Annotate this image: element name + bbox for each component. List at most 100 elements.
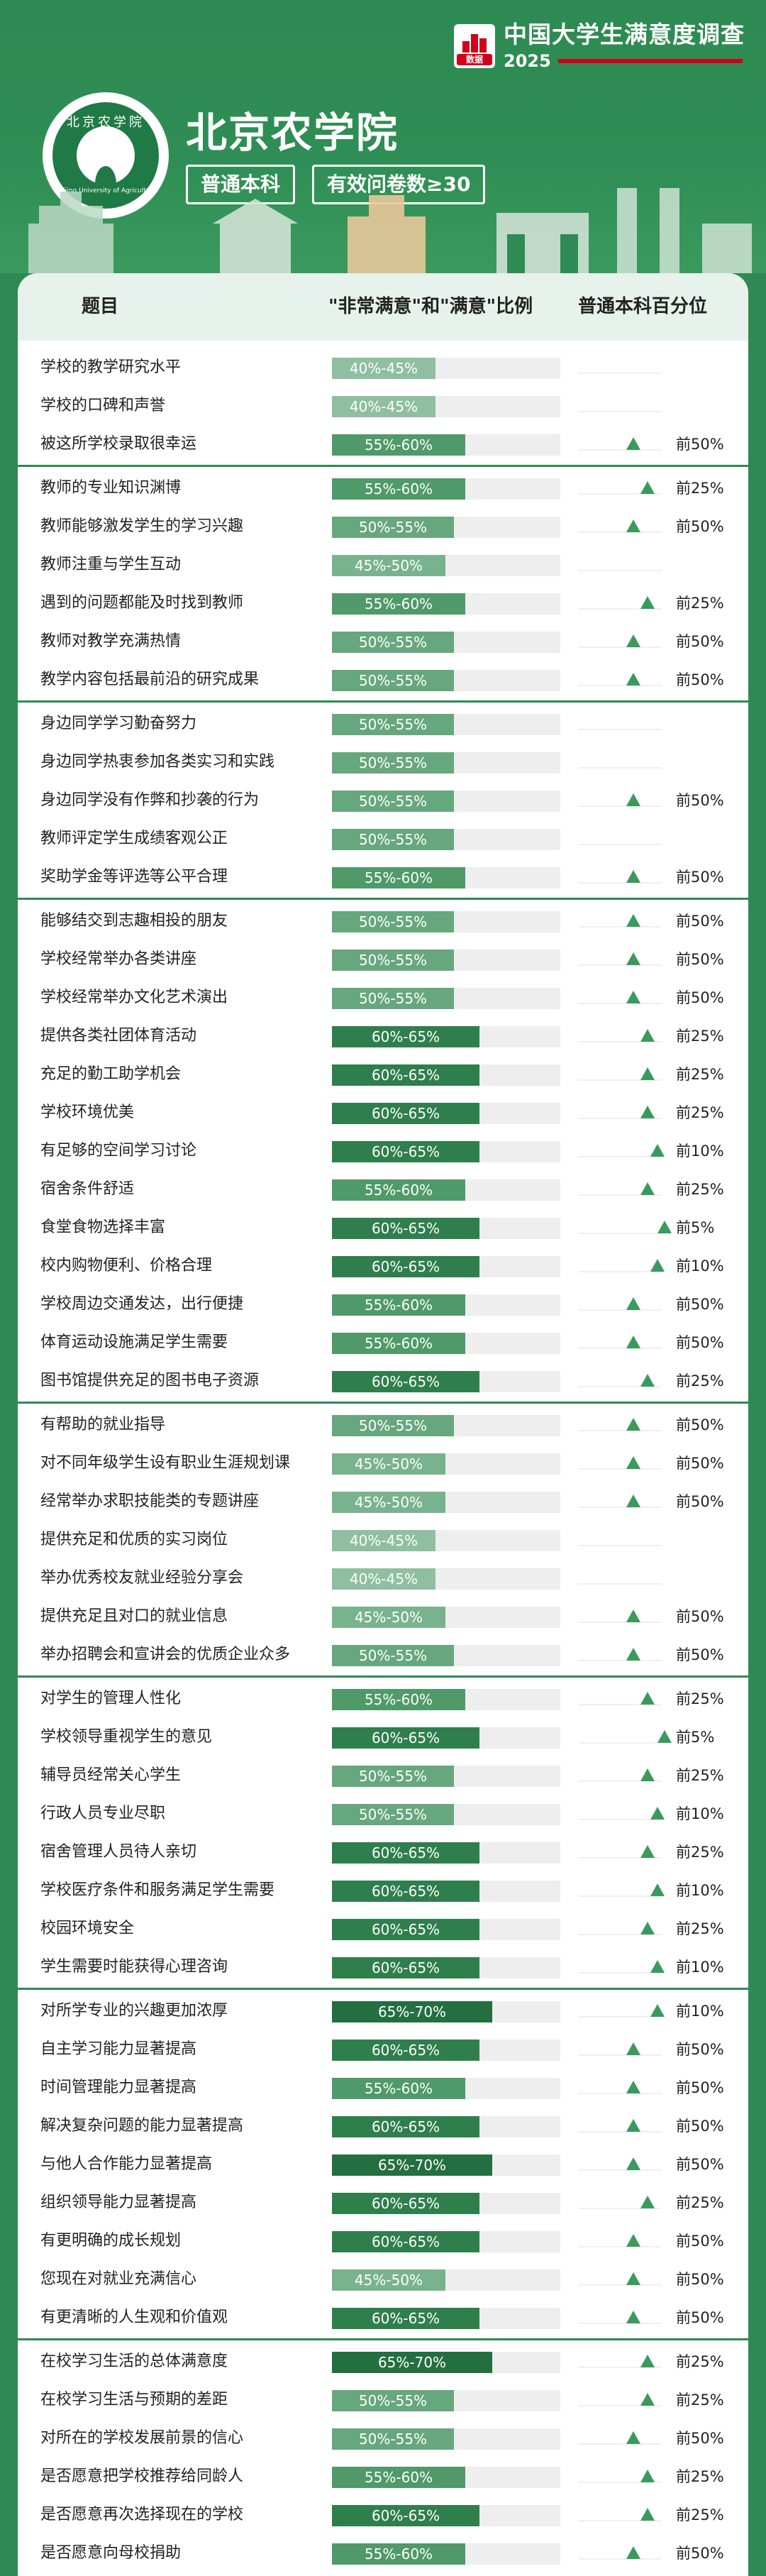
- percentile-track: [578, 1003, 662, 1004]
- table-row: 身边同学热衷参加各类实习和实践 50%-55%: [18, 743, 748, 781]
- ratio-track: 60%-65%: [332, 1103, 560, 1124]
- logo-text: 数据: [457, 54, 492, 65]
- percentile-label: 前50%: [676, 2271, 724, 2288]
- ratio-bar: 60%-65%: [332, 1141, 479, 1162]
- row-label: 教师评定学生成绩客观公正: [40, 830, 228, 847]
- ratio-bar: 60%-65%: [332, 2505, 479, 2526]
- table-row: 您现在对就业充满信心 45%-50% 前50%: [18, 2260, 748, 2299]
- ratio-bar: 50%-55%: [332, 752, 454, 774]
- row-label: 经常举办求职技能类的专题讲座: [40, 1492, 260, 1510]
- percentile-triangle-icon: [640, 1768, 655, 1781]
- ratio-track: 65%-70%: [332, 2001, 560, 2022]
- ratio-bar: 60%-65%: [332, 1256, 479, 1277]
- table-row: 教师评定学生成绩客观公正 50%-55%: [18, 820, 748, 858]
- percentile-label: 前50%: [676, 2079, 724, 2096]
- percentile-label: 前50%: [676, 518, 724, 535]
- percentile-track: [578, 1742, 662, 1744]
- ratio-track: 55%-60%: [332, 2467, 560, 2488]
- row-label: 学校领导重视学生的意见: [40, 1728, 213, 1746]
- percentile-track: [578, 373, 662, 374]
- table-row: 是否愿意再次选择现在的学校 60%-65% 前25%: [18, 2496, 748, 2534]
- row-label: 被这所学校录取很幸运: [40, 435, 197, 453]
- percentile-triangle-icon: [650, 1807, 665, 1820]
- ratio-track: 50%-55%: [332, 1766, 560, 1787]
- percentile-track: [578, 2246, 662, 2247]
- row-label: 您现在对就业充满信心: [40, 2270, 197, 2288]
- percentile-triangle-icon: [640, 1067, 655, 1080]
- row-label: 自主学习能力显著提高: [40, 2040, 197, 2058]
- percentile-label: 前50%: [676, 792, 724, 809]
- percentile-track: [578, 1194, 662, 1196]
- percentile-triangle-icon: [640, 1692, 655, 1705]
- row-label: 提供充足且对口的就业信息: [40, 1607, 228, 1625]
- percentile-triangle-icon: [626, 1336, 640, 1348]
- percentile-triangle-icon: [640, 596, 655, 609]
- ratio-bar: 45%-50%: [332, 1607, 445, 1628]
- percentile-triangle-icon: [640, 2355, 655, 2367]
- row-label: 有帮助的就业指导: [40, 1416, 166, 1433]
- row-label: 能够结交到志趣相投的朋友: [40, 912, 228, 930]
- table-row: 有更明确的成长规划 60%-65% 前50%: [18, 2222, 748, 2260]
- ratio-bar: 45%-50%: [332, 2269, 445, 2291]
- ratio-bar: 60%-65%: [332, 1371, 479, 1392]
- ratio-track: 60%-65%: [332, 2116, 560, 2137]
- row-label: 教师能够激发学生的学习兴趣: [40, 517, 244, 535]
- ratio-bar: 65%-70%: [332, 2001, 492, 2022]
- percentile-track: [578, 882, 662, 884]
- percentile-label: 前25%: [676, 1104, 724, 1121]
- ratio-track: 55%-60%: [332, 867, 560, 888]
- ratio-track: 60%-65%: [332, 1141, 560, 1162]
- ratio-track: 60%-65%: [332, 1026, 560, 1047]
- row-label: 学校经常举办文化艺术演出: [40, 989, 228, 1006]
- group-separator: [18, 898, 748, 900]
- percentile-track: [578, 1271, 662, 1272]
- ratio-track: 55%-60%: [332, 478, 560, 500]
- row-label: 组织领导能力显著提高: [40, 2194, 197, 2211]
- percentile-track: [578, 2131, 662, 2132]
- red-rule: [557, 59, 743, 63]
- group-separator: [18, 700, 748, 703]
- row-label: 在校学习生活的总体满意度: [40, 2352, 228, 2370]
- survey-logo-icon: 数据: [454, 24, 495, 68]
- percentile-track: [578, 608, 662, 610]
- percentile-track: [578, 1507, 662, 1508]
- table-row: 学校环境优美 60%-65% 前25%: [18, 1094, 748, 1132]
- row-label: 举办优秀校友就业经验分享会: [40, 1569, 244, 1587]
- table-header: 题目 "非常满意"和"满意"比例 普通本科百分位: [18, 273, 748, 341]
- table-row: 奖助学金等评选等公平合理 55%-60% 前50%: [18, 858, 748, 896]
- row-label: 遇到的问题都能及时找到教师: [40, 594, 244, 612]
- group-separator: [18, 2338, 748, 2340]
- row-label: 宿舍条件舒适: [40, 1180, 135, 1198]
- ratio-track: 50%-55%: [332, 714, 560, 735]
- ratio-bar: 50%-55%: [332, 1415, 454, 1436]
- ratio-bar: 50%-55%: [332, 911, 454, 932]
- percentile-label: 前10%: [676, 1959, 724, 1976]
- column-header-item: 题目: [82, 296, 119, 317]
- row-label: 对所学专业的兴趣更加浓厚: [40, 2002, 228, 2020]
- ratio-track: 55%-60%: [332, 434, 560, 456]
- table-row: 宿舍条件舒适 55%-60% 前25%: [18, 1170, 748, 1209]
- ratio-track: 55%-60%: [332, 2078, 560, 2099]
- ratio-track: 40%-45%: [332, 396, 560, 417]
- report-header: 数据 中国大学生满意度调查 2025 北京农学院 1956 Beijing Un…: [0, 0, 766, 273]
- ratio-bar: 60%-65%: [332, 2231, 479, 2252]
- ratio-track: 60%-65%: [332, 1727, 560, 1749]
- percentile-label: 前25%: [676, 2391, 724, 2409]
- row-label: 提供各类社团体育活动: [40, 1027, 197, 1045]
- table-row: 在校学习生活的总体满意度 65%-70% 前25%: [18, 2343, 748, 2381]
- percentile-triangle-icon: [640, 1182, 655, 1195]
- percentile-label: 前10%: [676, 1257, 724, 1275]
- percentile-label: 前50%: [676, 1646, 724, 1663]
- ratio-bar: 50%-55%: [332, 829, 454, 850]
- percentile-triangle-icon: [626, 2311, 640, 2323]
- ratio-track: 45%-50%: [332, 1453, 560, 1475]
- ratio-bar: 50%-55%: [332, 1645, 454, 1666]
- ratio-bar: 50%-55%: [332, 517, 454, 538]
- ratio-bar: 55%-60%: [332, 2467, 465, 2488]
- row-label: 充足的勤工助学机会: [40, 1065, 182, 1083]
- percentile-triangle-icon: [626, 2546, 640, 2559]
- ratio-bar: 65%-70%: [332, 2352, 492, 2373]
- table-row: 食堂食物选择丰富 60%-65% 前5%: [18, 1209, 748, 1247]
- ratio-track: 50%-55%: [332, 752, 560, 774]
- table-row: 解决复杂问题的能力显著提高 60%-65% 前50%: [18, 2107, 748, 2145]
